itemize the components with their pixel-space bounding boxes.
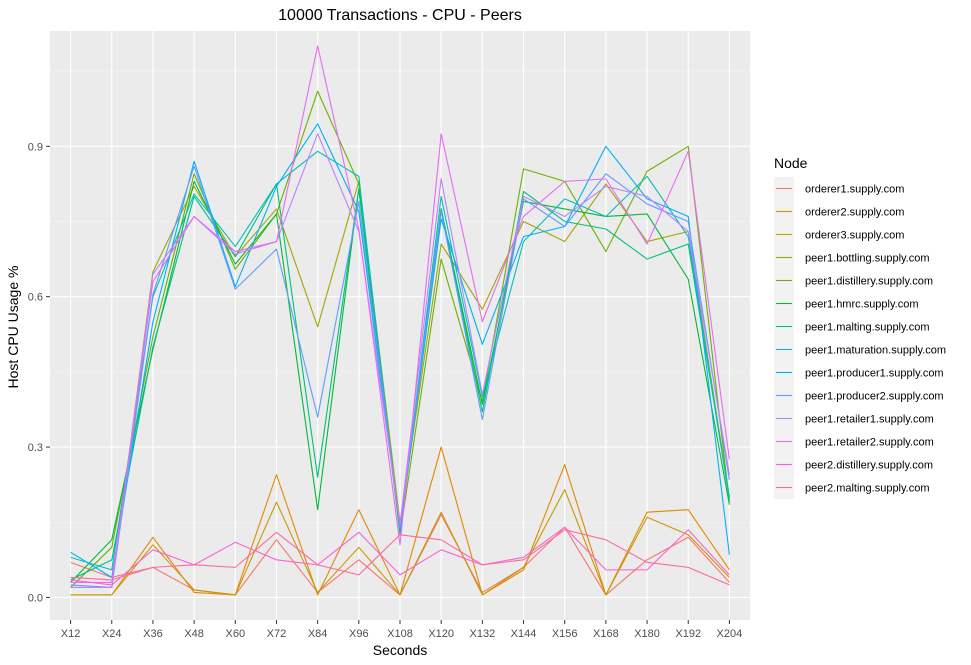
x-tick-label: X36 (143, 628, 163, 640)
legend-item: peer1.retailer2.supply.com (774, 430, 934, 453)
series-line (70, 489, 730, 596)
legend-item: peer1.malting.supply.com (774, 315, 930, 338)
x-tick-label: X12 (61, 628, 81, 640)
legend-item: orderer1.supply.com (774, 177, 904, 200)
x-tick-label: X180 (634, 628, 660, 640)
chart-title: 10000 Transactions - CPU - Peers (278, 7, 522, 24)
y-tick-label: 0.0 (28, 592, 43, 604)
legend-label: peer1.retailer1.supply.com (805, 414, 934, 426)
y-tick-label: 0.6 (28, 292, 43, 304)
x-axis: X12 X24 X36 X48 X60 X72 X84 X96 X108 X120 X132 X144… (61, 620, 742, 640)
legend-item: peer1.producer2.supply.com (774, 384, 944, 407)
legend-item: peer2.malting.supply.com (774, 476, 930, 499)
series-line (70, 165, 730, 588)
legend-item: orderer2.supply.com (774, 200, 904, 223)
legend-label: peer1.producer1.supply.com (805, 368, 944, 380)
legend-label: orderer1.supply.com (805, 184, 904, 196)
x-tick-label: X108 (387, 628, 413, 640)
x-tick-label: X168 (593, 628, 619, 640)
y-tick-label: 0.9 (28, 141, 43, 153)
series-line (70, 133, 730, 588)
legend-item: peer1.producer1.supply.com (774, 361, 944, 384)
legend-label: peer1.malting.supply.com (805, 322, 930, 334)
series-lines (70, 45, 730, 596)
y-tick-label: 0.3 (28, 442, 43, 454)
x-axis-title: Seconds (373, 642, 427, 658)
legend-label: peer1.producer2.supply.com (805, 391, 944, 403)
x-tick-label: X24 (102, 628, 122, 640)
legend-label: peer2.distillery.supply.com (805, 460, 933, 472)
x-tick-label: X48 (184, 628, 204, 640)
x-tick-label: X84 (308, 628, 328, 640)
series-line (70, 150, 730, 571)
legend-item: peer1.maturation.supply.com (774, 338, 946, 361)
legend-label: peer1.retailer2.supply.com (805, 437, 934, 449)
series-line (70, 45, 730, 583)
x-tick-label: X192 (675, 628, 701, 640)
legend-label: orderer2.supply.com (805, 207, 904, 219)
x-tick-label: X156 (552, 628, 578, 640)
x-tick-label: X144 (511, 628, 537, 640)
legend-item: orderer3.supply.com (774, 223, 904, 246)
legend-label: peer1.distillery.supply.com (805, 276, 933, 288)
legend-label: orderer3.supply.com (805, 230, 904, 242)
legend-item: peer1.hmrc.supply.com (774, 292, 919, 315)
legend-label: peer1.hmrc.supply.com (805, 299, 919, 311)
legend-label: peer2.malting.supply.com (805, 483, 930, 495)
x-tick-label: X72 (267, 628, 287, 640)
x-tick-label: X60 (226, 628, 246, 640)
x-tick-label: X120 (428, 628, 454, 640)
series-line (70, 123, 730, 578)
series-line (70, 526, 730, 586)
legend-label: peer1.bottling.supply.com (805, 253, 930, 265)
series-line (70, 529, 730, 586)
legend-item: peer2.distillery.supply.com (774, 453, 933, 476)
legend-title: Node (774, 155, 808, 171)
legend-item: peer1.retailer1.supply.com (774, 407, 934, 430)
x-tick-label: X96 (349, 628, 369, 640)
legend-item: peer1.bottling.supply.com (774, 246, 930, 269)
legend-item: peer1.distillery.supply.com (774, 269, 933, 292)
y-axis: 0.0 0.3 0.6 0.9 (28, 141, 50, 604)
x-tick-label: X132 (470, 628, 496, 640)
legend-label: peer1.maturation.supply.com (805, 345, 946, 357)
legend: Node orderer1.supply.com orderer2.supply.… (774, 155, 946, 499)
y-axis-title: Host CPU Usage % (5, 266, 21, 389)
x-tick-label: X204 (717, 628, 743, 640)
